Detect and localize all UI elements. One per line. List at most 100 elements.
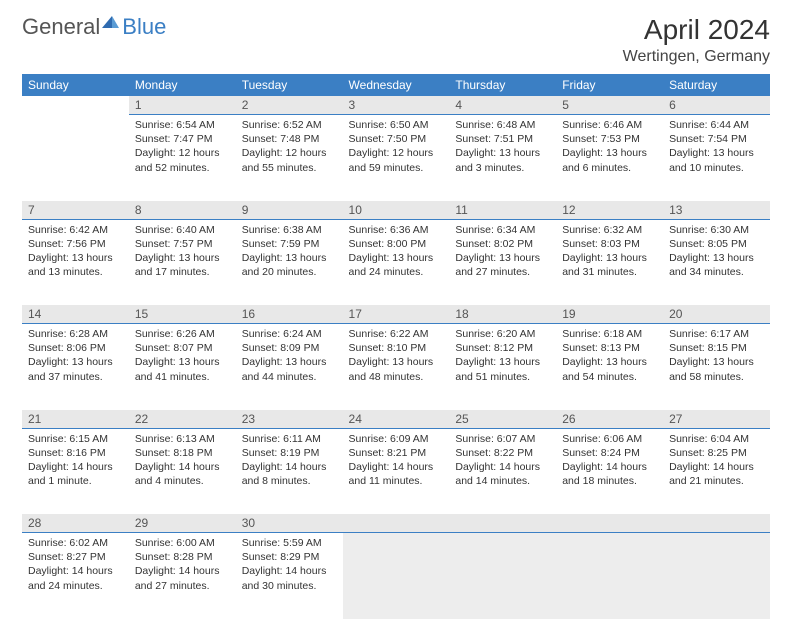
daylight-line: Daylight: 13 hours and 3 minutes. (455, 146, 550, 174)
sunrise-line: Sunrise: 6:11 AM (242, 432, 337, 446)
sunrise-line: Sunrise: 6:15 AM (28, 432, 123, 446)
sunset-line: Sunset: 8:18 PM (135, 446, 230, 460)
sunset-line: Sunset: 8:07 PM (135, 341, 230, 355)
day-cell: Sunrise: 6:38 AMSunset: 7:59 PMDaylight:… (236, 219, 343, 305)
day-number: 7 (22, 201, 129, 220)
day-number: 6 (663, 96, 770, 115)
sunset-line: Sunset: 7:53 PM (562, 132, 657, 146)
daylight-line: Daylight: 13 hours and 17 minutes. (135, 251, 230, 279)
daylight-line: Daylight: 13 hours and 24 minutes. (349, 251, 444, 279)
daylight-line: Daylight: 14 hours and 1 minute. (28, 460, 123, 488)
sunset-line: Sunset: 8:21 PM (349, 446, 444, 460)
day-cell: Sunrise: 6:30 AMSunset: 8:05 PMDaylight:… (663, 219, 770, 305)
daylight-line: Daylight: 13 hours and 34 minutes. (669, 251, 764, 279)
daylight-line: Daylight: 13 hours and 41 minutes. (135, 355, 230, 383)
sunrise-line: Sunrise: 6:07 AM (455, 432, 550, 446)
daylight-line: Daylight: 13 hours and 58 minutes. (669, 355, 764, 383)
daylight-line: Daylight: 14 hours and 8 minutes. (242, 460, 337, 488)
sunset-line: Sunset: 8:16 PM (28, 446, 123, 460)
sunset-line: Sunset: 8:29 PM (242, 550, 337, 564)
sunrise-line: Sunrise: 6:20 AM (455, 327, 550, 341)
day-number: 16 (236, 305, 343, 324)
sunrise-line: Sunrise: 6:09 AM (349, 432, 444, 446)
day-number: 8 (129, 201, 236, 220)
day-number: 17 (343, 305, 450, 324)
day-number: 20 (663, 305, 770, 324)
day-cell: Sunrise: 6:54 AMSunset: 7:47 PMDaylight:… (129, 115, 236, 201)
day-number: 1 (129, 96, 236, 115)
sunset-line: Sunset: 7:56 PM (28, 237, 123, 251)
day-cell: Sunrise: 6:34 AMSunset: 8:02 PMDaylight:… (449, 219, 556, 305)
daylight-line: Daylight: 14 hours and 24 minutes. (28, 564, 123, 592)
sunrise-line: Sunrise: 6:30 AM (669, 223, 764, 237)
day-number: 19 (556, 305, 663, 324)
day-cell: Sunrise: 6:32 AMSunset: 8:03 PMDaylight:… (556, 219, 663, 305)
logo-triangle-icon (100, 12, 120, 32)
daylight-line: Daylight: 13 hours and 10 minutes. (669, 146, 764, 174)
sunset-line: Sunset: 8:09 PM (242, 341, 337, 355)
logo-text-blue: Blue (122, 14, 166, 40)
sunrise-line: Sunrise: 6:36 AM (349, 223, 444, 237)
trailing-daynum (663, 514, 770, 533)
day-cell: Sunrise: 6:44 AMSunset: 7:54 PMDaylight:… (663, 115, 770, 201)
location-label: Wertingen, Germany (623, 48, 770, 66)
day-number: 13 (663, 201, 770, 220)
sunrise-line: Sunrise: 6:46 AM (562, 118, 657, 132)
daylight-line: Daylight: 14 hours and 14 minutes. (455, 460, 550, 488)
sunrise-line: Sunrise: 6:17 AM (669, 327, 764, 341)
sunset-line: Sunset: 8:00 PM (349, 237, 444, 251)
sunset-line: Sunset: 8:24 PM (562, 446, 657, 460)
day-number: 9 (236, 201, 343, 220)
sunrise-line: Sunrise: 6:00 AM (135, 536, 230, 550)
sunrise-line: Sunrise: 6:50 AM (349, 118, 444, 132)
sunrise-line: Sunrise: 6:24 AM (242, 327, 337, 341)
daylight-line: Daylight: 14 hours and 30 minutes. (242, 564, 337, 592)
sunset-line: Sunset: 8:25 PM (669, 446, 764, 460)
day-number: 25 (449, 410, 556, 429)
sunrise-line: Sunrise: 6:48 AM (455, 118, 550, 132)
trailing-cell (343, 533, 450, 619)
day-number: 27 (663, 410, 770, 429)
daylight-line: Daylight: 13 hours and 51 minutes. (455, 355, 550, 383)
day-cell: Sunrise: 6:20 AMSunset: 8:12 PMDaylight:… (449, 324, 556, 410)
sunset-line: Sunset: 7:50 PM (349, 132, 444, 146)
weekday-header: Thursday (449, 74, 556, 96)
daylight-line: Daylight: 13 hours and 20 minutes. (242, 251, 337, 279)
sunset-line: Sunset: 8:13 PM (562, 341, 657, 355)
day-number: 11 (449, 201, 556, 220)
sunset-line: Sunset: 8:27 PM (28, 550, 123, 564)
day-number: 28 (22, 514, 129, 533)
day-number: 30 (236, 514, 343, 533)
day-number: 21 (22, 410, 129, 429)
day-number: 18 (449, 305, 556, 324)
day-cell: Sunrise: 6:28 AMSunset: 8:06 PMDaylight:… (22, 324, 129, 410)
day-cell: Sunrise: 6:04 AMSunset: 8:25 PMDaylight:… (663, 428, 770, 514)
daylight-line: Daylight: 14 hours and 27 minutes. (135, 564, 230, 592)
daylight-line: Daylight: 14 hours and 18 minutes. (562, 460, 657, 488)
day-number: 14 (22, 305, 129, 324)
day-cell: Sunrise: 6:50 AMSunset: 7:50 PMDaylight:… (343, 115, 450, 201)
sunset-line: Sunset: 8:15 PM (669, 341, 764, 355)
sunset-line: Sunset: 8:10 PM (349, 341, 444, 355)
sunset-line: Sunset: 8:28 PM (135, 550, 230, 564)
sunrise-line: Sunrise: 5:59 AM (242, 536, 337, 550)
weekday-header: Monday (129, 74, 236, 96)
sunrise-line: Sunrise: 6:42 AM (28, 223, 123, 237)
day-cell: Sunrise: 6:02 AMSunset: 8:27 PMDaylight:… (22, 533, 129, 619)
sunset-line: Sunset: 7:59 PM (242, 237, 337, 251)
daylight-line: Daylight: 13 hours and 6 minutes. (562, 146, 657, 174)
day-number: 29 (129, 514, 236, 533)
sunrise-line: Sunrise: 6:38 AM (242, 223, 337, 237)
sunrise-line: Sunrise: 6:26 AM (135, 327, 230, 341)
day-cell: Sunrise: 6:07 AMSunset: 8:22 PMDaylight:… (449, 428, 556, 514)
day-cell: Sunrise: 6:22 AMSunset: 8:10 PMDaylight:… (343, 324, 450, 410)
day-number: 4 (449, 96, 556, 115)
sunset-line: Sunset: 8:12 PM (455, 341, 550, 355)
day-cell: Sunrise: 6:48 AMSunset: 7:51 PMDaylight:… (449, 115, 556, 201)
day-cell: Sunrise: 6:09 AMSunset: 8:21 PMDaylight:… (343, 428, 450, 514)
day-cell: Sunrise: 6:17 AMSunset: 8:15 PMDaylight:… (663, 324, 770, 410)
day-cell: Sunrise: 6:36 AMSunset: 8:00 PMDaylight:… (343, 219, 450, 305)
sunrise-line: Sunrise: 6:02 AM (28, 536, 123, 550)
day-number: 24 (343, 410, 450, 429)
daylight-line: Daylight: 13 hours and 54 minutes. (562, 355, 657, 383)
